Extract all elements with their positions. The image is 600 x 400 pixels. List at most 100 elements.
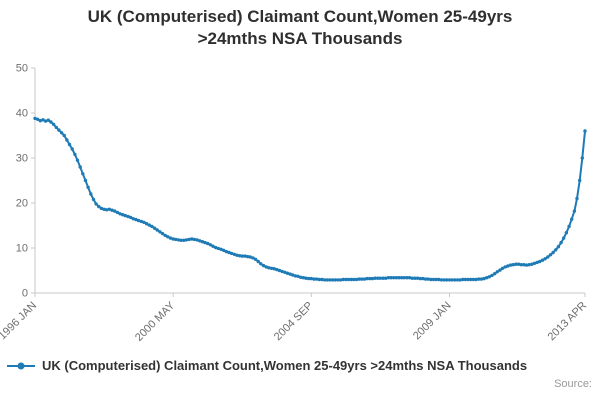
data-point (267, 266, 271, 270)
data-point (578, 178, 582, 183)
data-point (75, 158, 80, 162)
data-point (113, 209, 117, 213)
data-point (455, 278, 460, 282)
data-point (413, 276, 417, 280)
data-point (445, 278, 449, 282)
data-point (203, 240, 207, 245)
data-point (482, 276, 486, 281)
data-point (546, 255, 550, 259)
data-point (176, 238, 181, 242)
data-point (245, 254, 250, 259)
data-point (43, 119, 48, 123)
y-tick-label: 40 (16, 108, 28, 120)
data-point (97, 204, 101, 209)
data-point (386, 276, 391, 280)
data-point (160, 231, 165, 236)
chart-title-line2: >24mths NSA Thousands (197, 29, 403, 49)
data-point (301, 276, 306, 280)
data-point (288, 272, 292, 276)
data-point (453, 278, 457, 282)
data-point (365, 276, 369, 281)
data-point (508, 263, 513, 267)
data-point (216, 246, 220, 251)
data-point (89, 192, 93, 196)
data-point (575, 196, 579, 201)
y-tick-label: 0 (22, 288, 28, 300)
data-point (500, 266, 505, 270)
data-point (511, 263, 515, 267)
data-point (240, 254, 244, 258)
data-point (402, 276, 406, 280)
data-point (237, 254, 242, 258)
data-point (269, 266, 274, 270)
data-point (94, 202, 98, 206)
data-point (126, 214, 130, 219)
data-point (208, 243, 213, 247)
data-point (469, 277, 473, 282)
data-point (118, 212, 122, 216)
data-point (36, 117, 40, 122)
data-point (567, 224, 571, 229)
data-point (418, 276, 422, 281)
data-point (400, 276, 404, 280)
data-point (429, 277, 433, 282)
data-point (235, 253, 239, 257)
data-point (392, 276, 396, 280)
data-point (421, 276, 425, 281)
legend-item[interactable]: UK (Computerised) Claimant Count,Women 2… (6, 358, 527, 373)
x-tick-label: 1996 JAN (0, 300, 39, 343)
data-point (38, 119, 42, 123)
data-point (312, 277, 316, 281)
data-point (463, 277, 468, 282)
data-point (131, 217, 135, 221)
data-point (115, 210, 120, 215)
y-tick-label: 30 (16, 153, 28, 165)
data-point (535, 260, 539, 265)
legend-label: UK (Computerised) Claimant Count,Women 2… (42, 358, 528, 373)
data-point (397, 276, 401, 280)
chart-svg: 0 10 20 30 40 50 1996 JAN 2000 MAY 2004 SEP 2009 … (0, 63, 590, 344)
y-tick-label: 20 (16, 198, 28, 210)
data-point (67, 142, 72, 147)
data-point (503, 265, 507, 269)
data-point (166, 235, 170, 239)
data-point (277, 268, 282, 273)
data-point (317, 277, 321, 282)
data-point (65, 138, 69, 142)
data-point (291, 273, 295, 277)
chart-title: UK (Computerised) Claimant Count,Women 2… (0, 6, 600, 51)
data-point (562, 236, 566, 240)
data-point (272, 267, 276, 271)
data-point (309, 276, 313, 281)
data-point (471, 277, 476, 282)
data-point (564, 231, 569, 235)
data-point (259, 262, 263, 266)
data-point (495, 270, 499, 274)
data-point (59, 131, 64, 135)
data-point (102, 207, 106, 211)
data-point (275, 267, 279, 272)
data-point (368, 276, 372, 281)
data-point (314, 277, 319, 281)
data-point (556, 245, 561, 249)
data-point (336, 278, 340, 282)
x-tick-label: 2013 APR (546, 300, 590, 344)
data-point (299, 275, 303, 279)
data-point (152, 226, 157, 230)
series-line (34, 117, 586, 281)
data-point (227, 250, 231, 255)
data-point (450, 278, 454, 282)
data-point (206, 241, 210, 246)
data-point (442, 278, 446, 282)
data-point (580, 156, 584, 160)
data-point (328, 278, 332, 282)
data-point (33, 116, 37, 121)
data-point (78, 165, 82, 169)
data-point (261, 263, 266, 268)
data-point (121, 213, 125, 217)
data-point (330, 278, 335, 282)
data-point (214, 245, 218, 250)
data-point (211, 244, 215, 248)
data-point (522, 263, 526, 267)
legend-marker-dot (17, 362, 25, 369)
